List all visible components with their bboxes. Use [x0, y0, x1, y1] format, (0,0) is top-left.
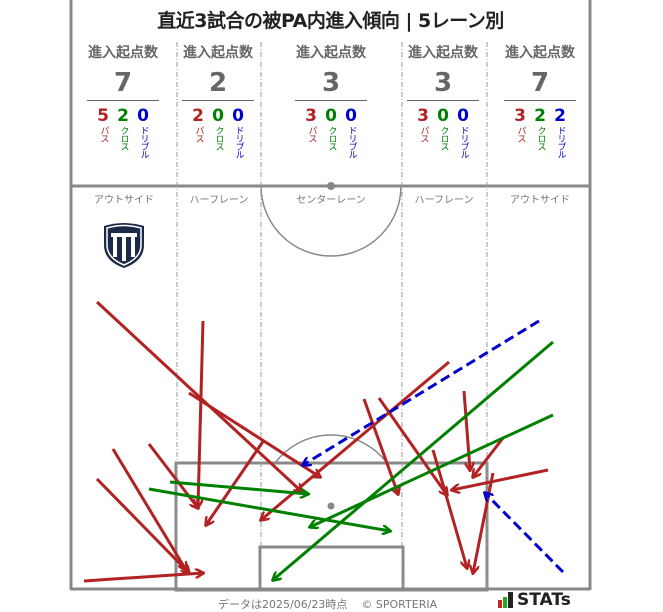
lane-header-center: 進入起点数 3 3 パス 0 クロス 0 ドリブル	[286, 42, 376, 158]
header-label: 進入起点数	[505, 45, 575, 61]
pass-label: パス	[418, 126, 429, 142]
dribble-label: ドリブル	[346, 126, 357, 158]
penalty-spot	[327, 502, 335, 510]
pass-count: 2	[192, 106, 204, 126]
dribble-count: 0	[457, 106, 469, 126]
lane-name: センターレーン	[296, 195, 366, 206]
header-label: 進入起点数	[183, 45, 253, 61]
cross-label: クロス	[326, 126, 337, 150]
footer: データは2025/06/23時点 © SPORTERIA	[218, 596, 437, 612]
pass-arrow	[83, 573, 203, 583]
pass-arrow	[147, 443, 198, 508]
lane-total: 2	[182, 68, 254, 101]
data-date-note: データは2025/06/23時点	[218, 598, 348, 611]
dribble-label: ドリブル	[138, 126, 149, 158]
pass-arrow	[431, 449, 467, 568]
pass-label: パス	[306, 126, 317, 142]
pass-arrow	[198, 320, 205, 507]
pass-count: 3	[305, 106, 317, 126]
pass-arrow	[473, 472, 495, 573]
cross-arrow	[273, 340, 554, 580]
cross-label: クロス	[118, 126, 129, 150]
dribble-count: 0	[137, 106, 149, 126]
copyright: © SPORTERIA	[361, 598, 438, 611]
lane-header-halfspace-right: 進入起点数 3 3 パス 0 クロス 0 ドリブル	[398, 42, 488, 158]
cross-count: 0	[325, 106, 337, 126]
lane-name: アウトサイド	[94, 195, 154, 206]
dribble-count: 0	[345, 106, 357, 126]
goal-area	[258, 545, 405, 592]
dribble-arrow	[303, 319, 540, 465]
lane-total: 7	[504, 68, 576, 101]
center-circle	[260, 185, 402, 257]
lane-header-halfspace-left: 進入起点数 2 2 パス 0 クロス 0 ドリブル	[173, 42, 263, 158]
pass-label: パス	[98, 126, 109, 142]
cross-label: クロス	[438, 126, 449, 150]
pass-arrow	[473, 437, 505, 477]
pass-arrow	[377, 397, 447, 495]
lane-name: アウトサイド	[510, 195, 570, 206]
penalty-box	[174, 461, 489, 592]
lane-total: 3	[295, 68, 367, 101]
cross-arrow	[310, 413, 554, 527]
team-crest-shield-icon	[104, 223, 144, 268]
pass-arrow	[111, 448, 186, 570]
cross-count: 0	[212, 106, 224, 126]
dribble-label: ドリブル	[555, 126, 566, 158]
dribble-label: ドリブル	[458, 126, 469, 158]
dribble-arrow	[485, 493, 565, 574]
cross-count: 0	[437, 106, 449, 126]
pass-label: パス	[193, 126, 204, 142]
dribble-count: 2	[554, 106, 566, 126]
penalty-arc	[274, 434, 388, 464]
pass-count: 3	[514, 106, 526, 126]
pass-count: 3	[417, 106, 429, 126]
dribble-label: ドリブル	[233, 126, 244, 158]
pass-label: パス	[515, 126, 526, 142]
lane-total: 7	[87, 68, 159, 101]
pass-arrow	[95, 477, 189, 573]
pass-count: 5	[97, 106, 109, 126]
lane-header-outside-left: 進入起点数 7 5 パス 2 クロス 0 ドリブル	[78, 42, 168, 158]
cross-count: 2	[534, 106, 546, 126]
brand-name: STATs	[517, 590, 571, 610]
lane-name: ハーフレーン	[414, 195, 474, 206]
stats-logo: STATs	[498, 590, 571, 610]
chart-title: 直近3試合の被PA内進入傾向 | 5レーン別	[157, 10, 504, 32]
lane-total: 3	[407, 68, 479, 101]
header-label: 進入起点数	[296, 45, 366, 61]
lane-name: ハーフレーン	[189, 195, 249, 206]
cross-arrow	[148, 487, 390, 531]
lane-header-outside-right: 進入起点数 7 3 パス 2 クロス 2 ドリブル	[495, 42, 585, 158]
header-label: 進入起点数	[408, 45, 478, 61]
bar-chart-icon	[498, 592, 513, 608]
pass-arrow	[206, 439, 266, 525]
pass-arrow	[452, 468, 549, 490]
center-spot	[327, 182, 335, 190]
pass-arrow	[188, 391, 320, 477]
cross-label: クロス	[535, 126, 546, 150]
pass-arrow	[462, 390, 470, 470]
dribble-count: 0	[232, 106, 244, 126]
pass-arrow	[261, 360, 450, 520]
cross-label: クロス	[213, 126, 224, 150]
header-label: 進入起点数	[88, 45, 158, 61]
cross-count: 2	[117, 106, 129, 126]
cross-arrow	[169, 480, 308, 494]
